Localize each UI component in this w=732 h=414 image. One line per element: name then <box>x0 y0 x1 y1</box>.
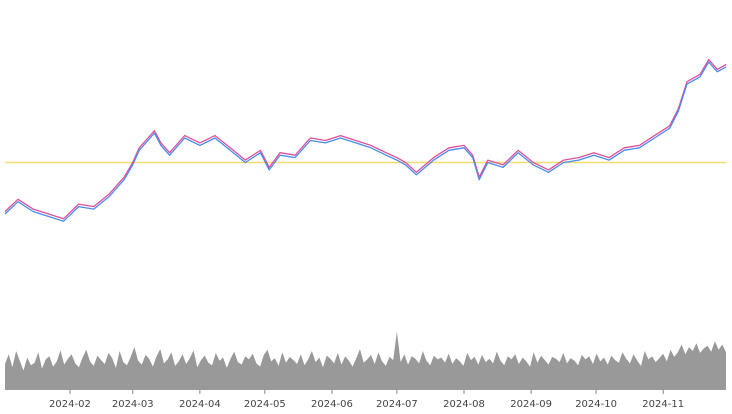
x-tick-label: 2024-08 <box>443 399 485 410</box>
x-tick-label: 2024-04 <box>179 399 221 410</box>
x-tick-label: 2024-11 <box>642 399 684 410</box>
series-line-1 <box>4 58 727 220</box>
x-tick-label: 2024-05 <box>244 399 286 410</box>
x-tick-label: 2024-09 <box>510 399 552 410</box>
volume-area <box>5 331 726 390</box>
series-line-2 <box>4 61 727 222</box>
x-axis: 2024-02 2024-03 2024-04 2024-05 2024-06 2024-… <box>49 390 684 410</box>
x-tick-label: 2024-06 <box>311 399 353 410</box>
x-tick-label: 2024-07 <box>376 399 418 410</box>
volume-area-layer <box>5 331 726 390</box>
x-tick-label: 2024-03 <box>112 399 154 410</box>
x-tick-label: 2024-10 <box>575 399 617 410</box>
x-tick-label: 2024-02 <box>49 399 91 410</box>
series-layer <box>4 58 727 222</box>
